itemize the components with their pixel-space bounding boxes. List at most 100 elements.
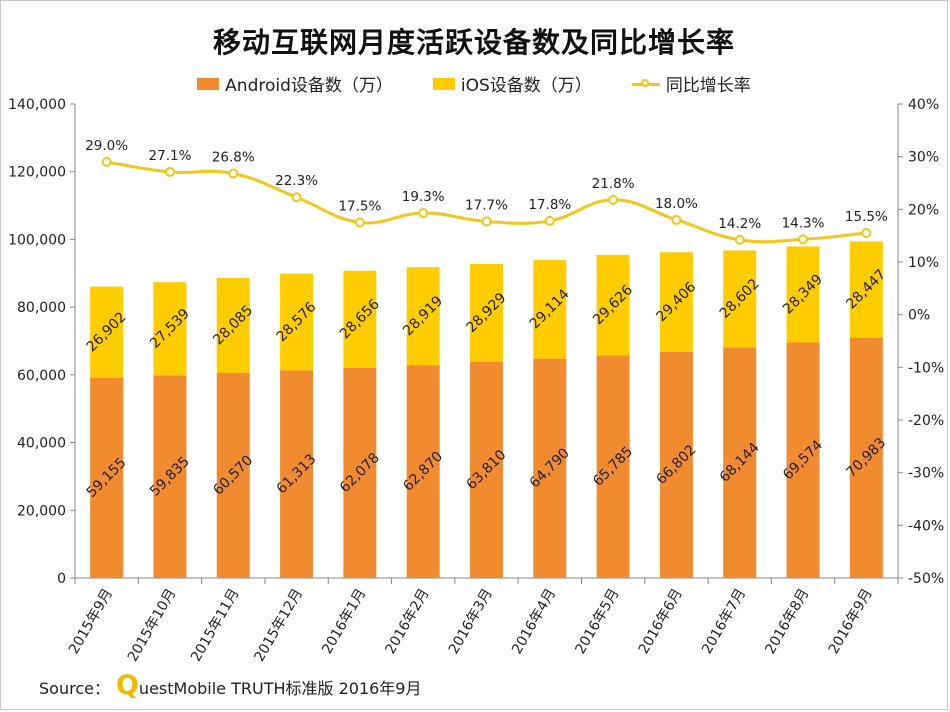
legend-swatch-android: [197, 77, 220, 90]
bar-android: [216, 372, 250, 578]
bar-ios: [90, 286, 124, 378]
legend-label-ios: iOS设备数（万）: [460, 76, 592, 96]
bar-ios: [849, 241, 883, 338]
growth-data-label: 14.3%: [782, 215, 825, 231]
bar-android: [596, 355, 630, 578]
bar-android: [280, 370, 314, 578]
growth-data-label: 29.0%: [85, 138, 128, 154]
y-right-tick-label: 0%: [908, 308, 930, 324]
legend-label-growth: 同比增长率: [665, 76, 751, 96]
growth-data-label: 21.8%: [592, 176, 635, 192]
y-right-tick-label: 30%: [908, 150, 939, 166]
y-right-tick-label: -20%: [908, 413, 944, 429]
y-left-tick-label: 40,000: [17, 436, 66, 452]
growth-data-label: 15.5%: [845, 209, 888, 225]
y-left-tick-label: 20,000: [17, 503, 66, 519]
growth-data-label: 17.5%: [338, 199, 381, 215]
growth-point: [671, 214, 682, 225]
growth-point: [354, 217, 365, 228]
growth-point: [101, 156, 112, 167]
growth-point: [291, 192, 302, 203]
y-left-tick-label: 120,000: [8, 165, 66, 181]
bar-android: [343, 367, 377, 578]
y-left-tick-label: 0: [57, 571, 66, 587]
growth-point: [608, 194, 619, 205]
growth-point: [164, 166, 175, 177]
bar-ios: [786, 246, 820, 343]
y-right-tick-label: 20%: [908, 202, 939, 218]
growth-data-label: 27.1%: [149, 148, 192, 164]
bar-android: [153, 375, 187, 578]
x-tick-label: 2015年10月: [125, 586, 180, 665]
bar-android: [723, 347, 757, 578]
bar-android: [659, 351, 693, 578]
source-logo-letter: Q: [115, 670, 139, 701]
x-tick-label: 2015年12月: [251, 586, 306, 665]
bar-android: [533, 358, 567, 578]
source-text: uestMobile TRUTH标准版 2016年9月: [138, 679, 422, 698]
bar-ios: [280, 273, 314, 371]
legend-swatch-growth: [631, 78, 660, 90]
y-right-tick-label: -30%: [908, 466, 944, 482]
bar-android: [786, 342, 820, 578]
bar-ios: [659, 252, 693, 352]
growth-point: [418, 208, 429, 219]
source-note: Source： Q uestMobile TRUTH标准版 2016年9月: [39, 670, 422, 701]
growth-data-label: 18.0%: [655, 196, 698, 212]
growth-data-label: 19.3%: [402, 189, 445, 205]
growth-point: [228, 168, 239, 179]
x-tick-label: 2016年6月: [636, 586, 686, 657]
growth-data-label: 14.2%: [718, 216, 761, 232]
x-tick-label: 2016年3月: [446, 586, 496, 657]
growth-data-label: 17.7%: [465, 197, 508, 213]
bar-android: [90, 377, 124, 578]
growth-point: [481, 216, 492, 227]
x-tick-label: 2015年11月: [188, 586, 243, 665]
growth-data-label: 17.8%: [528, 197, 571, 213]
bar-ios: [216, 277, 250, 373]
y-left-tick-label: 80,000: [17, 300, 66, 316]
y-right-tick-label: -40%: [908, 518, 944, 534]
bar-android: [849, 337, 883, 578]
growth-point: [861, 228, 872, 239]
legend-item-android: Android设备数（万）: [197, 71, 393, 96]
legend-label-android: Android设备数（万）: [225, 76, 393, 96]
legend-item-ios: iOS设备数（万）: [432, 71, 592, 96]
x-tick-label: 2016年8月: [762, 586, 812, 657]
growth-data-label: 26.8%: [212, 150, 255, 166]
y-right-tick-label: 10%: [908, 255, 939, 271]
y-right-tick-label: 40%: [908, 97, 939, 113]
y-left-tick-label: 60,000: [17, 368, 66, 384]
x-tick-label: 2016年2月: [383, 586, 433, 657]
x-tick-label: 2016年4月: [509, 586, 559, 657]
growth-data-label: 22.3%: [275, 173, 318, 189]
bar-ios: [596, 254, 630, 356]
bar-android: [470, 361, 503, 578]
bar-ios: [153, 282, 187, 376]
x-tick-label: 2016年9月: [826, 586, 876, 657]
bar-ios: [343, 270, 377, 368]
bar-android: [406, 365, 440, 578]
bar-ios: [723, 250, 757, 348]
y-right-tick-label: -10%: [908, 360, 944, 376]
bar-ios: [406, 267, 440, 366]
source-prefix: Source：: [39, 679, 110, 698]
growth-point: [798, 234, 809, 245]
x-tick-label: 2015年9月: [66, 586, 116, 657]
y-left-tick-label: 140,000: [8, 97, 66, 113]
chart-legend: Android设备数（万） iOS设备数（万） 同比增长率: [1, 71, 947, 96]
growth-point: [544, 215, 555, 226]
x-tick-label: 2016年7月: [699, 586, 749, 657]
bar-ios: [470, 264, 503, 362]
x-tick-label: 2016年1月: [319, 586, 369, 657]
y-left-tick-label: 100,000: [8, 232, 66, 248]
legend-swatch-ios: [432, 77, 455, 90]
chart-title: 移动互联网月度活跃设备数及同比增长率: [212, 26, 735, 59]
y-right-tick-label: -50%: [908, 571, 944, 587]
x-tick-label: 2016年5月: [572, 586, 622, 657]
growth-point: [734, 234, 745, 245]
legend-item-growth: 同比增长率: [631, 71, 751, 96]
bar-ios: [533, 260, 567, 359]
